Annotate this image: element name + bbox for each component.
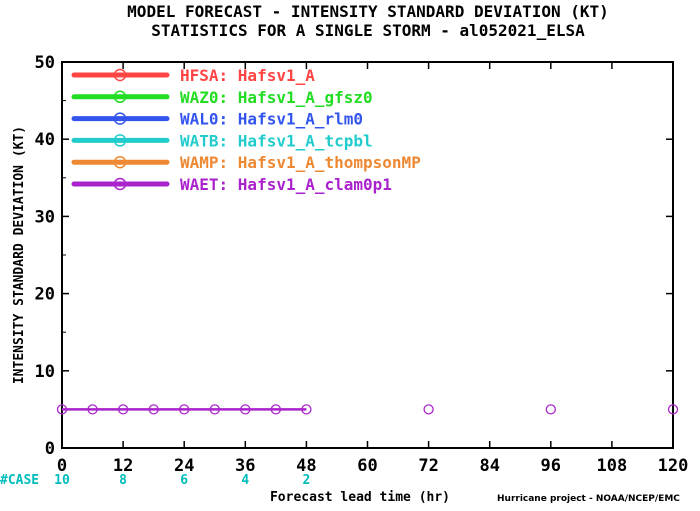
data-point-5-24 (179, 404, 190, 415)
legend-marker-0 (113, 68, 127, 82)
x-tick-label-96: 96 (541, 456, 561, 476)
y-tick-label-30: 30 (35, 207, 55, 227)
legend-entry-3: WATB: Hafsv1_A_tcpbl (180, 131, 373, 150)
case-count-24: 6 (180, 473, 188, 488)
y-axis-label: INTENSITY STANDARD DEVIATION (KT) (12, 126, 27, 384)
legend-marker-1 (113, 90, 127, 104)
data-point-5-72 (423, 404, 434, 415)
legend-marker-5 (113, 177, 127, 191)
x-tick-label-12: 12 (113, 456, 133, 476)
y-tick-label-50: 50 (35, 53, 55, 73)
x-tick-label-120: 120 (658, 456, 689, 476)
data-point-5-96 (545, 404, 556, 415)
y-tick-label-0: 0 (45, 439, 55, 459)
x-axis-label: Forecast lead time (hr) (270, 490, 450, 505)
data-point-5-12 (117, 404, 129, 415)
legend-entry-1: WAZ0: Hafsv1_A_gfsz0 (180, 88, 373, 107)
chart-title-line-1: MODEL FORECAST - INTENSITY STANDARD DEVI… (127, 2, 609, 21)
data-point-5-42 (270, 404, 282, 415)
data-point-5-6 (87, 404, 98, 415)
y-tick-label-40: 40 (35, 130, 55, 150)
x-tick-label-60: 60 (357, 456, 377, 476)
data-point-5-120 (667, 404, 679, 415)
y-tick-label-10: 10 (35, 362, 55, 382)
case-count-36: 4 (241, 473, 249, 488)
legend-entry-2: WAL0: Hafsv1_A_rlm0 (180, 110, 363, 129)
legend-marker-4 (113, 155, 127, 169)
legend-entry-4: WAMP: Hafsv1_A_thompsonMP (180, 153, 421, 172)
x-tick-label-48: 48 (296, 456, 316, 476)
legend-entry-5: WAET: Hafsv1_A_clam0p1 (180, 175, 392, 194)
case-count-0: 10 (54, 473, 70, 488)
data-point-5-18 (148, 404, 159, 415)
x-tick-label-36: 36 (235, 456, 255, 476)
x-tick-label-0: 0 (57, 456, 67, 476)
credit-text: Hurricane project - NOAA/NCEP/EMC (497, 494, 680, 504)
x-tick-label-108: 108 (597, 456, 628, 476)
chart-title-line-2: STATISTICS FOR A SINGLE STORM - al052021… (151, 21, 585, 40)
data-point-5-0 (56, 404, 68, 415)
data-point-5-30 (209, 404, 220, 415)
x-tick-label-24: 24 (174, 456, 194, 476)
case-count-12: 8 (119, 473, 127, 488)
x-tick-label-84: 84 (479, 456, 499, 476)
legend-entry-0: HFSA: Hafsv1_A (180, 66, 315, 85)
case-count-label: #CASE (0, 473, 39, 488)
data-point-5-48 (301, 404, 312, 415)
y-tick-label-20: 20 (35, 285, 55, 305)
legend-marker-2 (113, 112, 127, 125)
data-point-5-36 (240, 404, 251, 415)
case-count-48: 2 (302, 473, 310, 488)
legend-marker-3 (113, 134, 127, 147)
x-tick-label-72: 72 (418, 456, 438, 476)
